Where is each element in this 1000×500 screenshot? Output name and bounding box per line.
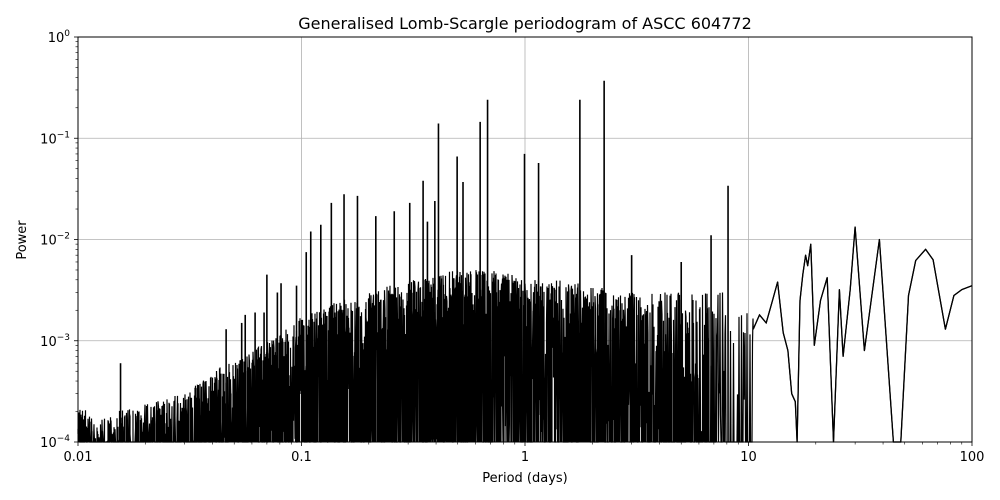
y-tick-label: 10−3 [40, 333, 70, 350]
y-tick-label: 10−1 [40, 130, 70, 147]
axis-ticks [74, 36, 973, 446]
x-axis-label: Period (days) [482, 471, 568, 486]
x-tick-label: 10 [740, 450, 757, 465]
tick-labels: 0.01 0.1 1 10 100 100 10−1 10−2 10−3 10−4 [40, 29, 984, 465]
plot-area [77, 80, 973, 444]
y-axis-label: Power [15, 220, 30, 260]
periodogram-tail [752, 226, 973, 443]
x-tick-label: 0.1 [291, 450, 312, 465]
y-tick-label: 10−4 [40, 434, 70, 451]
y-tick-label: 100 [48, 29, 71, 46]
y-tick-label: 10−2 [40, 232, 70, 249]
x-tick-label: 100 [960, 450, 985, 465]
x-tick-label: 1 [521, 450, 529, 465]
x-tick-label: 0.01 [64, 450, 93, 465]
chart-title: Generalised Lomb-Scargle periodogram of … [298, 14, 752, 33]
